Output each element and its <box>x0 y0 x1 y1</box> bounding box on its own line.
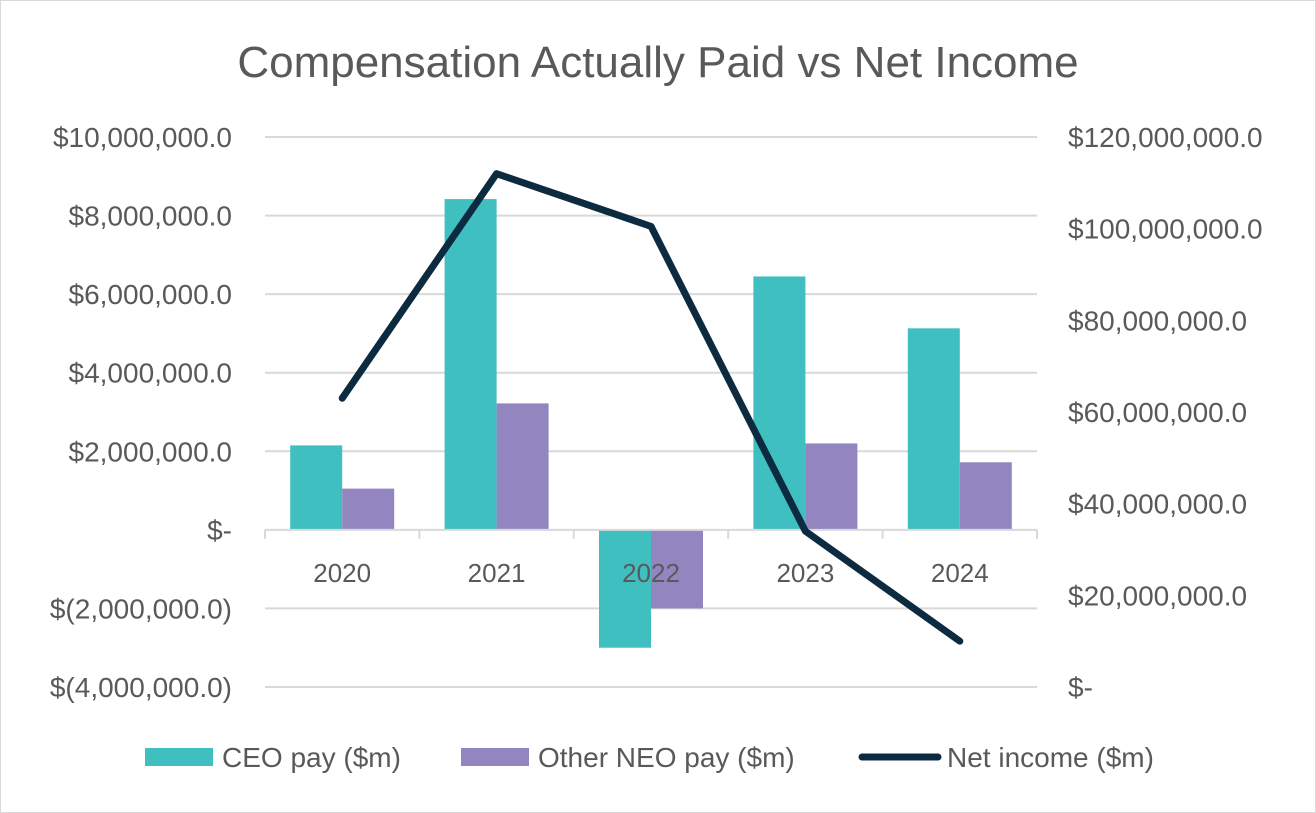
category-label: 2021 <box>468 558 526 588</box>
legend: CEO pay ($m) Other NEO pay ($m) Net income… <box>145 742 1154 773</box>
legend-label: Other NEO pay ($m) <box>538 742 795 773</box>
left-tick-label: $10,000,000.0 <box>53 122 232 153</box>
category-label: 2023 <box>776 558 834 588</box>
bar-series <box>290 199 1012 648</box>
bar-ceo-pay-2021 <box>444 199 497 530</box>
legend-swatch <box>461 748 529 766</box>
bar-ceo-pay-2020 <box>290 445 343 530</box>
left-tick-label: $(2,000,000.0) <box>50 593 232 624</box>
bar-ceo-pay-2023 <box>753 276 806 530</box>
bar-other-neo-pay-2022 <box>651 529 703 609</box>
category-labels: 2020 2021 2022 2023 2024 <box>313 558 988 588</box>
bar-other-neo-pay-2024 <box>959 462 1012 530</box>
category-label: 2024 <box>931 558 989 588</box>
right-tick-label: $60,000,000.0 <box>1068 397 1247 428</box>
left-tick-label: $8,000,000.0 <box>69 201 233 232</box>
left-tick-label: $6,000,000.0 <box>69 279 233 310</box>
legend-swatch <box>145 748 213 766</box>
bar-ceo-pay-2024 <box>907 328 960 530</box>
right-tick-label: $100,000,000.0 <box>1068 214 1263 245</box>
right-axis-tick-labels: $120,000,000.0 $100,000,000.0 $80,000,000.… <box>1068 122 1263 703</box>
bar-other-neo-pay-2023 <box>805 443 858 530</box>
legend-label: CEO pay ($m) <box>222 742 401 773</box>
left-axis-tick-labels: $10,000,000.0 $8,000,000.0 $6,000,000.0 $4,… <box>50 122 232 703</box>
left-tick-label: $(4,000,000.0) <box>50 672 232 703</box>
category-label: 2022 <box>622 558 680 588</box>
bar-other-neo-pay-2020 <box>342 488 395 530</box>
right-tick-label: $80,000,000.0 <box>1068 305 1247 336</box>
right-tick-label: $40,000,000.0 <box>1068 489 1247 520</box>
x-axis <box>264 528 1038 539</box>
right-tick-label: $20,000,000.0 <box>1068 580 1247 611</box>
bar-ceo-pay-2022 <box>599 529 651 648</box>
left-tick-label: $2,000,000.0 <box>69 436 233 467</box>
category-label: 2020 <box>313 558 371 588</box>
left-tick-label: $- <box>207 515 232 546</box>
right-tick-label: $120,000,000.0 <box>1068 122 1263 153</box>
right-tick-label: $- <box>1068 672 1093 703</box>
legend-label: Net income ($m) <box>947 742 1154 773</box>
chart-title: Compensation Actually Paid vs Net Income <box>237 38 1078 87</box>
left-tick-label: $4,000,000.0 <box>69 358 233 389</box>
line-series <box>338 170 964 645</box>
bar-other-neo-pay-2021 <box>496 403 549 530</box>
